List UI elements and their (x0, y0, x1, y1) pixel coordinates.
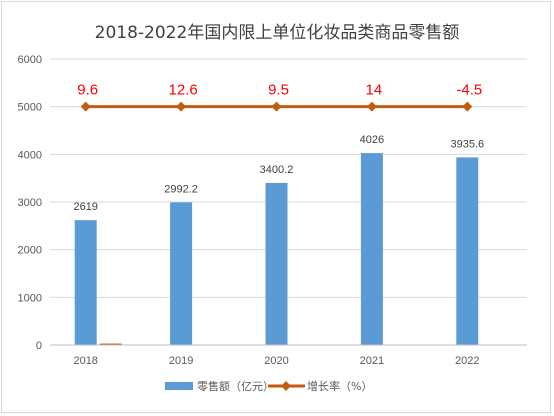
grid-lines (50, 58, 527, 346)
y-tick-label: 3000 (18, 197, 42, 209)
y-tick-label: 2000 (18, 245, 42, 257)
x-tick-label: 2022 (455, 355, 479, 367)
y-axis: 0 1000 2000 3000 4000 5000 6000 (18, 54, 42, 352)
x-tick-label: 2018 (73, 355, 97, 367)
bar-2021 (360, 153, 383, 345)
x-tick-label: 2019 (169, 355, 193, 367)
growth-rate-marker (271, 101, 282, 112)
y-tick-label: 1000 (18, 292, 42, 304)
growth-rate-bar-2018 (99, 343, 122, 345)
legend-swatch-marker (281, 381, 291, 391)
growth-rate-label: -4.5 (456, 82, 482, 99)
bar-data-label: 2992.2 (164, 183, 198, 195)
y-tick-label: 6000 (18, 54, 42, 66)
legend-swatch-bar (165, 382, 193, 390)
growth-rate-marker (176, 101, 187, 112)
y-tick-label: 4000 (18, 149, 42, 161)
bar-2019 (170, 202, 193, 345)
bar-2020 (265, 182, 288, 345)
growth-rate-label: 9.5 (268, 82, 289, 99)
x-tick-label: 2021 (360, 355, 384, 367)
growth-rate-label: 9.6 (77, 82, 98, 99)
growth-rate-marker (366, 101, 377, 112)
growth-rate-marker (80, 101, 91, 112)
bar-data-label: 4026 (360, 134, 384, 146)
bar-series: 2619 2992.2 3400.2 4026 3935.6 (73, 134, 484, 345)
y-tick-label: 0 (36, 340, 42, 352)
bar-2018 (74, 220, 97, 345)
growth-rate-marker (462, 101, 473, 112)
legend: 零售额（亿元） 增长率（%） (165, 379, 372, 393)
bar-data-label: 2619 (73, 201, 97, 213)
line-series: 9.6 12.6 9.5 14 -4.5 (77, 82, 482, 112)
legend-label-bar: 零售额（亿元） (197, 379, 274, 393)
x-tick-label: 2020 (264, 355, 288, 367)
x-axis: 2018 2019 2020 2021 2022 (50, 344, 527, 367)
bar-data-label: 3935.6 (450, 138, 484, 150)
bar-2022 (456, 157, 479, 345)
chart-title: 2018-2022年国内限上单位化妆品类商品零售额 (95, 23, 460, 43)
growth-rate-label: 12.6 (168, 82, 197, 99)
legend-label-line: 增长率（%） (307, 379, 372, 393)
growth-rate-label: 14 (366, 82, 383, 99)
bar-data-label: 3400.2 (260, 164, 294, 176)
y-tick-label: 5000 (18, 102, 42, 114)
